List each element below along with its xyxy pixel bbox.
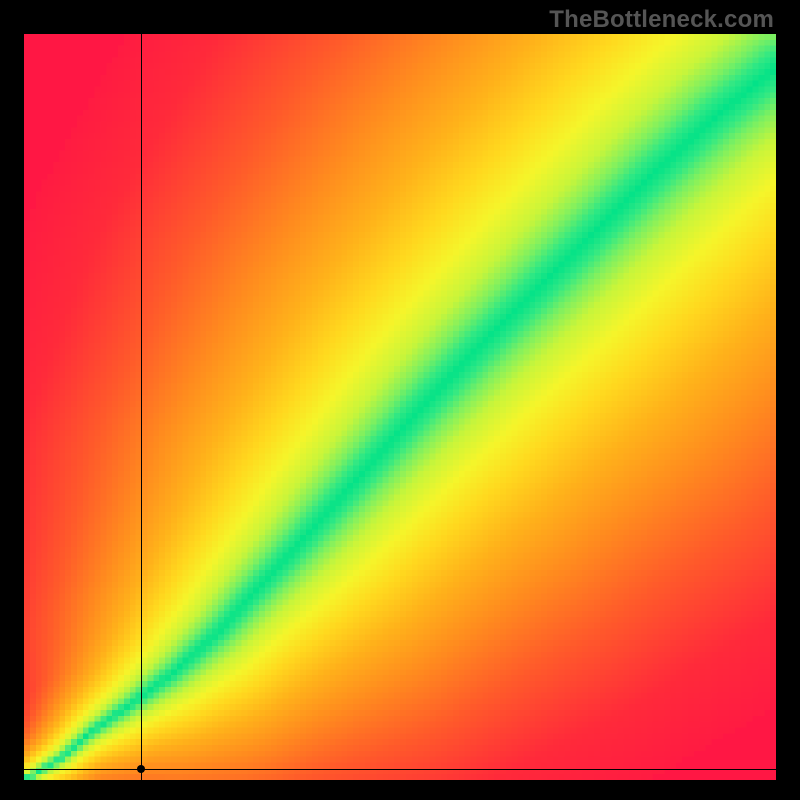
bottleneck-heatmap	[24, 34, 776, 780]
attribution-label: TheBottleneck.com	[549, 6, 774, 34]
plot-area	[24, 34, 776, 780]
crosshair-vertical	[141, 34, 142, 780]
selection-marker	[137, 765, 145, 773]
chart-root: TheBottleneck.com	[0, 0, 800, 800]
